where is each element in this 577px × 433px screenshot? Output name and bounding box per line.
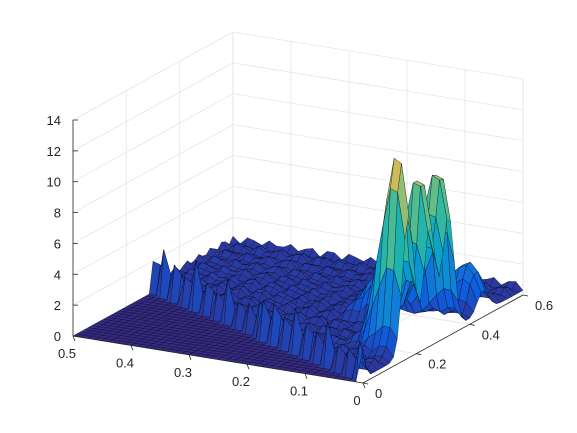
x-tick-mark xyxy=(188,354,192,360)
x-tick-label: 0.1 xyxy=(290,384,308,399)
z-tick-label: 14 xyxy=(47,113,61,128)
y-tick-label: 0.4 xyxy=(482,327,500,342)
surface-layer xyxy=(72,157,524,383)
y-tick-mark xyxy=(522,294,529,297)
x-tick-label: 0.2 xyxy=(232,374,250,389)
y-tick-label: 0.2 xyxy=(428,357,446,372)
y-tick-mark xyxy=(469,323,475,326)
grid-line-z xyxy=(72,62,234,152)
grid-line-z xyxy=(72,93,234,183)
y-tick-mark xyxy=(362,382,369,385)
x-tick-mark xyxy=(130,345,134,351)
x-tick-label: 0.3 xyxy=(174,365,192,380)
x-tick-label: 0 xyxy=(353,393,360,408)
tick-labels: 0 0.1 0.2 0.3 0.4 0.5 0 0.2 0.4 0.6 0 2 4 6 8 10 12 14 xyxy=(47,113,554,408)
z-tick-label: 4 xyxy=(54,267,61,282)
grid-line-z xyxy=(232,93,524,142)
grid-line-z xyxy=(72,155,234,244)
grid-line-z xyxy=(72,31,234,121)
grid-line-z xyxy=(232,185,524,234)
y-tick-label: 0 xyxy=(375,386,382,401)
y-axis-line xyxy=(362,294,524,384)
grid-line-z xyxy=(232,31,524,80)
z-tick-label: 0 xyxy=(54,329,61,344)
x-tick-mark xyxy=(246,364,250,370)
x-axis-line xyxy=(72,335,364,384)
x-tick-mark xyxy=(304,373,308,379)
x-tick-mark xyxy=(72,335,76,342)
x-tick-label: 0.5 xyxy=(58,346,76,361)
x-tick-mark xyxy=(362,382,366,389)
y-tick-mark xyxy=(416,353,422,356)
grid-line-z xyxy=(232,155,524,203)
z-tick-label: 6 xyxy=(54,236,61,251)
grid-line-z xyxy=(72,185,234,275)
z-tick-label: 8 xyxy=(54,206,61,221)
grid-line-z xyxy=(232,216,524,265)
z-tick-label: 12 xyxy=(47,144,61,159)
z-tick-label: 2 xyxy=(54,298,61,313)
surface-patch xyxy=(355,340,367,382)
y-tick-label: 0.6 xyxy=(535,298,553,313)
axis-layer xyxy=(72,119,529,389)
x-tick-label: 0.4 xyxy=(116,355,134,370)
grid-line-z xyxy=(232,124,524,172)
grid-line-z xyxy=(72,216,234,306)
z-tick-label: 10 xyxy=(47,175,61,190)
grid-line-z xyxy=(72,124,234,213)
grid-line-z xyxy=(232,62,524,111)
